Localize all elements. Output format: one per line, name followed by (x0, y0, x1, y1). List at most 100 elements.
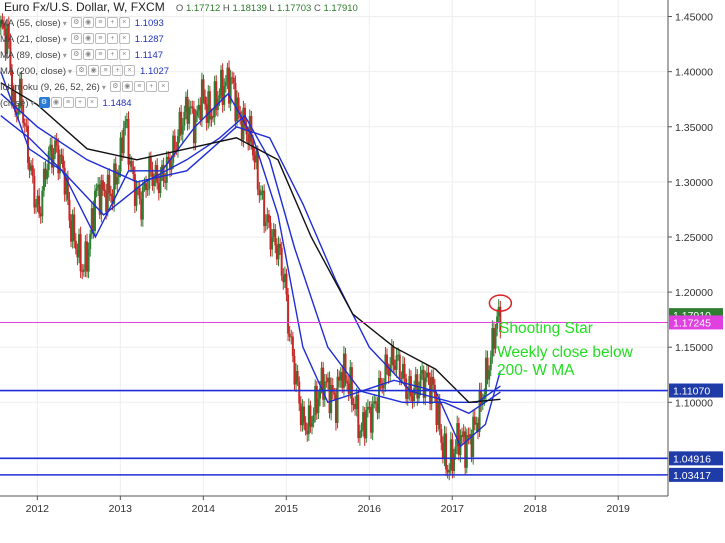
indicator-row[interactable]: MA (89, close) ▾ ⚙ ◉ ≡ + × 1.1147 (0, 47, 163, 62)
add-icon[interactable]: + (145, 80, 157, 92)
menu-icon[interactable]: ≡ (62, 96, 74, 108)
candle-body (382, 385, 385, 389)
eye-icon[interactable]: ◉ (50, 96, 62, 108)
settings-icon[interactable]: ⚙ (70, 32, 82, 44)
menu-icon[interactable]: ≡ (133, 80, 145, 92)
candle-body (422, 369, 425, 398)
candle-body (76, 249, 79, 258)
candle-body (492, 328, 495, 349)
chevron-down-icon[interactable]: ▾ (62, 19, 67, 29)
candle-body (387, 368, 390, 377)
settings-icon[interactable]: ⚙ (70, 48, 82, 60)
candle-body (36, 195, 39, 205)
candle-body (264, 221, 267, 227)
indicator-row[interactable]: Ichimoku (9, 26, 52, 26) ▾ ⚙ ◉ ≡ + × (0, 79, 174, 94)
indicator-row[interactable]: (close) ▾ ⚙ ◉ ≡ + × 1.1484 (0, 95, 132, 110)
indicator-label: MA (200, close) (0, 66, 66, 78)
menu-icon[interactable]: ≡ (94, 32, 106, 44)
candle-body (405, 378, 408, 399)
eye-icon[interactable]: ◉ (121, 80, 133, 92)
candle-body (437, 401, 440, 425)
eye-icon[interactable]: ◉ (82, 32, 94, 44)
symbol-title[interactable]: Euro Fx/U.S. Dollar, W, FXCM (4, 0, 165, 14)
settings-icon[interactable]: ⚙ (109, 80, 121, 92)
close-icon[interactable]: × (118, 32, 130, 44)
candle-body (451, 439, 454, 471)
moving-average-line (0, 82, 501, 404)
add-icon[interactable]: + (106, 16, 118, 28)
candle-body (314, 385, 317, 416)
close-icon[interactable]: × (124, 64, 136, 76)
candle-body (170, 162, 173, 170)
candle-body (304, 422, 307, 431)
candle-body (148, 157, 151, 189)
candle-body (204, 96, 207, 105)
candle-body (440, 429, 443, 443)
close-icon[interactable]: × (157, 80, 169, 92)
chevron-down-icon[interactable]: ▾ (30, 99, 35, 109)
moving-average-line (0, 114, 501, 415)
eye-icon[interactable]: ◉ (82, 48, 94, 60)
candle-body (173, 135, 176, 150)
candle-body (7, 23, 10, 42)
chevron-down-icon[interactable]: ▾ (101, 83, 106, 93)
close-icon[interactable]: × (118, 48, 130, 60)
settings-icon[interactable]: ⚙ (70, 16, 82, 28)
plot-area[interactable] (0, 0, 668, 496)
candle-body (161, 164, 164, 174)
close-icon[interactable]: × (118, 16, 130, 28)
settings-icon[interactable]: ⚙ (76, 64, 88, 76)
indicator-row[interactable]: MA (21, close) ▾ ⚙ ◉ ≡ + × 1.1287 (0, 31, 164, 46)
candle-body (427, 372, 430, 378)
candle-body (355, 394, 358, 410)
candle-body (20, 78, 23, 106)
price-label: 1.04916 (673, 453, 711, 465)
candle-body (125, 119, 128, 122)
candle-body (167, 156, 170, 160)
eye-icon[interactable]: ◉ (88, 64, 100, 76)
candle-body (403, 363, 406, 379)
candle-body (58, 154, 61, 174)
add-icon[interactable]: + (112, 64, 124, 76)
chevron-down-icon[interactable]: ▾ (68, 67, 73, 77)
candle-body (398, 354, 401, 379)
add-icon[interactable]: + (106, 48, 118, 60)
candle-body (105, 190, 108, 212)
add-icon[interactable]: + (106, 32, 118, 44)
eye-icon[interactable]: ◉ (82, 16, 94, 28)
candle-body (445, 433, 448, 470)
candle-body (218, 95, 221, 99)
candle-body (100, 180, 103, 215)
settings-icon[interactable]: ⚙ (38, 96, 50, 108)
candle-body (194, 116, 197, 144)
candle-body (358, 431, 361, 439)
candle-body (365, 409, 368, 439)
candle-body (457, 423, 460, 456)
price-label-box (669, 383, 723, 398)
candle-body (467, 435, 470, 438)
candle-body (98, 184, 101, 215)
indicator-row[interactable]: MA (55, close) ▾ ⚙ ◉ ≡ + × 1.1093 (0, 15, 164, 30)
candle-body (191, 106, 194, 109)
menu-icon[interactable]: ≡ (94, 16, 106, 28)
candle-body (462, 431, 465, 438)
x-tick-label: 2019 (607, 503, 631, 515)
candle-body (192, 108, 195, 144)
price-label: 1.11070 (673, 386, 710, 398)
candle-body (130, 161, 133, 167)
add-icon[interactable]: + (74, 96, 86, 108)
candle-body (101, 180, 104, 190)
candle-body (288, 333, 291, 337)
y-tick-label: 1.15000 (675, 342, 713, 354)
close-icon[interactable]: × (86, 96, 98, 108)
chevron-down-icon[interactable]: ▾ (62, 51, 67, 61)
candle-body (38, 195, 41, 214)
menu-icon[interactable]: ≡ (100, 64, 112, 76)
candle-body (226, 67, 229, 82)
menu-icon[interactable]: ≡ (94, 48, 106, 60)
chevron-down-icon[interactable]: ▾ (62, 35, 67, 45)
indicator-row[interactable]: MA (200, close) ▾ ⚙ ◉ ≡ + × 1.1027 (0, 63, 169, 78)
candle-body (164, 180, 167, 183)
candle-body (441, 442, 444, 459)
